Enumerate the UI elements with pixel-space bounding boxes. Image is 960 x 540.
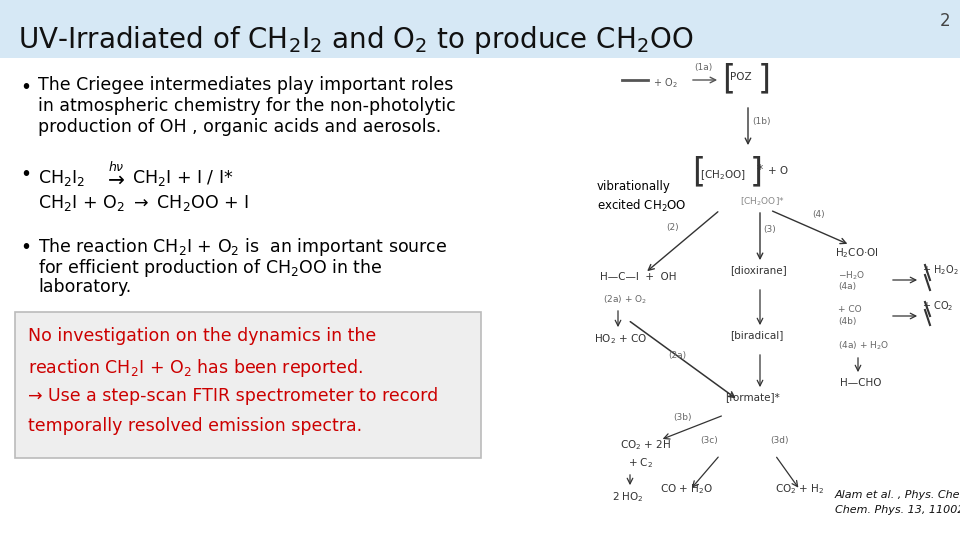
Text: •: • — [20, 165, 31, 184]
Text: UV-Irradiated of CH$_2$I$_2$ and O$_2$ to produce CH$_2$OO: UV-Irradiated of CH$_2$I$_2$ and O$_2$ t… — [18, 24, 694, 56]
Text: ]: ] — [758, 62, 771, 95]
Text: $\rightarrow$: $\rightarrow$ — [104, 170, 126, 189]
Text: ]: ] — [750, 155, 763, 188]
Text: POZ: POZ — [730, 72, 752, 82]
Text: HO$_2$ + CO: HO$_2$ + CO — [594, 332, 647, 346]
Text: production of OH , organic acids and aerosols.: production of OH , organic acids and aer… — [38, 118, 442, 136]
Text: [formate]*: [formate]* — [725, 392, 780, 402]
Text: [biradical]: [biradical] — [730, 330, 783, 340]
Text: (2): (2) — [666, 223, 679, 232]
Text: + O$_2$: + O$_2$ — [653, 76, 678, 90]
Text: CH$_2$I + O$_2$ $\rightarrow$ CH$_2$OO + I: CH$_2$I + O$_2$ $\rightarrow$ CH$_2$OO +… — [38, 193, 249, 213]
Text: vibrationally
excited CH$_2$OO: vibrationally excited CH$_2$OO — [597, 180, 686, 214]
Text: *: * — [757, 163, 763, 176]
Text: (3c): (3c) — [700, 436, 718, 445]
Text: → Use a step-scan FTIR spectrometer to record: → Use a step-scan FTIR spectrometer to r… — [28, 387, 439, 405]
Text: (4a) + H$_2$O: (4a) + H$_2$O — [838, 340, 889, 353]
Text: + H$_2$O$_2$: + H$_2$O$_2$ — [922, 263, 959, 277]
Text: (4b): (4b) — [838, 317, 856, 326]
Text: $h\nu$: $h\nu$ — [108, 160, 125, 174]
Text: reaction CH$_2$I + O$_2$ has been reported.: reaction CH$_2$I + O$_2$ has been report… — [28, 357, 363, 379]
Text: in atmospheric chemistry for the non-photolytic: in atmospheric chemistry for the non-pho… — [38, 97, 456, 115]
Text: CO + H$_2$O: CO + H$_2$O — [660, 482, 713, 496]
Text: [: [ — [692, 155, 705, 188]
Text: •: • — [20, 238, 31, 257]
Text: (1b): (1b) — [752, 117, 771, 126]
Text: (3d): (3d) — [770, 436, 788, 445]
Text: [: [ — [722, 62, 735, 95]
Text: Alam et al. , Phys. Chem.: Alam et al. , Phys. Chem. — [835, 490, 960, 500]
Text: [CH$_2$OO]: [CH$_2$OO] — [700, 168, 746, 182]
Text: The Criegee intermediates play important roles: The Criegee intermediates play important… — [38, 76, 453, 94]
Text: (3b): (3b) — [673, 413, 691, 422]
Text: •: • — [20, 78, 31, 97]
Text: + CO: + CO — [838, 305, 862, 314]
Text: (4a): (4a) — [838, 282, 856, 291]
Text: [dioxirane]: [dioxirane] — [730, 265, 787, 275]
FancyBboxPatch shape — [15, 312, 481, 458]
Text: The reaction CH$_2$I + O$_2$ is  an important source: The reaction CH$_2$I + O$_2$ is an impor… — [38, 236, 447, 258]
Text: $-$H$_2$O: $-$H$_2$O — [838, 270, 865, 282]
Text: (4): (4) — [812, 210, 825, 219]
Text: + CO$_2$: + CO$_2$ — [922, 299, 953, 313]
Text: H$_2$CO·OI: H$_2$CO·OI — [835, 246, 878, 260]
Text: (2a) + O$_2$: (2a) + O$_2$ — [603, 294, 647, 307]
Text: + C$_2$: + C$_2$ — [628, 456, 653, 470]
Text: for efficient production of CH$_2$OO in the: for efficient production of CH$_2$OO in … — [38, 257, 383, 279]
Text: CO$_2$ + H$_2$: CO$_2$ + H$_2$ — [775, 482, 825, 496]
Text: [CH$_2$OO]*: [CH$_2$OO]* — [740, 195, 785, 207]
Text: temporally resolved emission spectra.: temporally resolved emission spectra. — [28, 417, 362, 435]
Text: laboratory.: laboratory. — [38, 278, 132, 296]
Text: H—C—I  +  OH: H—C—I + OH — [600, 272, 677, 282]
Text: (3): (3) — [763, 225, 776, 234]
Bar — [0, 0, 960, 58]
Text: (2a): (2a) — [668, 351, 686, 360]
Text: CO$_2$ + 2H: CO$_2$ + 2H — [620, 438, 671, 452]
Text: 2 HO$_2$: 2 HO$_2$ — [612, 490, 644, 504]
Text: (1a): (1a) — [694, 63, 712, 72]
Text: 2: 2 — [940, 12, 950, 30]
Text: Chem. Phys. 13, 11002 (2011): Chem. Phys. 13, 11002 (2011) — [835, 505, 960, 515]
Text: H—CHO: H—CHO — [840, 378, 881, 388]
Text: CH$_2$I + I / I*: CH$_2$I + I / I* — [132, 168, 233, 188]
Text: CH$_2$I$_2$: CH$_2$I$_2$ — [38, 168, 85, 188]
Text: No investigation on the dynamics in the: No investigation on the dynamics in the — [28, 327, 376, 345]
Text: + O: + O — [768, 166, 788, 176]
